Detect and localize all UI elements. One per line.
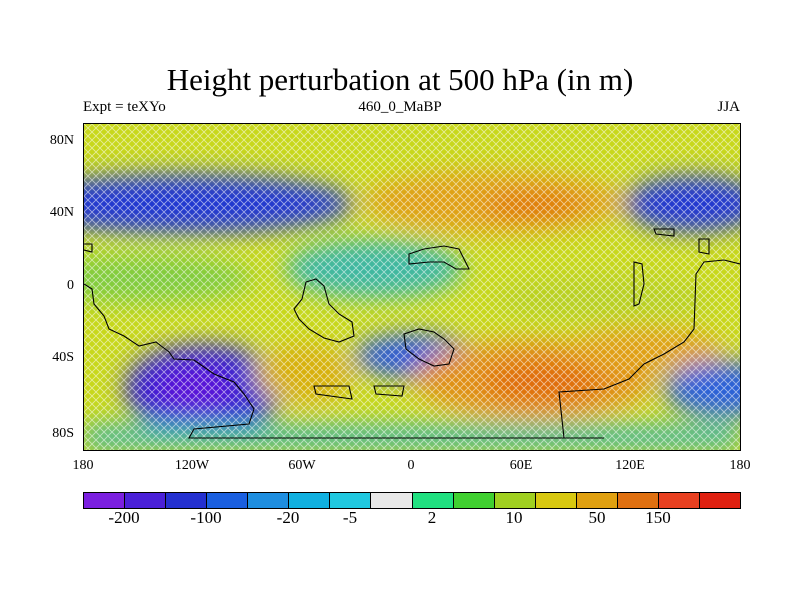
colorbar-label: 2: [427, 508, 437, 527]
lat-label-equator: 0: [67, 278, 74, 293]
lon-label-60e: 60E: [509, 458, 533, 473]
lat-label-40s: 40S: [52, 350, 74, 365]
lon-label-120e: 120E: [615, 458, 645, 473]
lat-label-80n: 80N: [49, 133, 74, 148]
map-plot-area: [83, 123, 741, 451]
lon-label-180e: 180: [729, 458, 751, 473]
map-title: Height perturbation at 500 hPa (in m): [166, 62, 634, 97]
colorbar-label: 150: [645, 508, 671, 527]
lat-label-80s: 80S: [52, 426, 74, 441]
colorbar-swatch: [166, 493, 208, 508]
colorbar-label: -5: [342, 508, 358, 527]
colorbar-swatch: [207, 493, 249, 508]
colorbar-label: -200: [108, 508, 140, 527]
colorbar-swatch: [576, 493, 618, 508]
colorbar-swatch: [453, 493, 495, 508]
colorbar-swatch: [371, 493, 413, 508]
lon-label-60w: 60W: [288, 458, 316, 473]
colorbar-swatch: [84, 493, 126, 508]
colorbar-swatch: [125, 493, 167, 508]
colorbar-swatch: [248, 493, 290, 508]
height-perturbation-field: [84, 124, 740, 450]
lon-label-180w: 180: [72, 458, 94, 473]
colorbar-label: 10: [505, 508, 523, 527]
lon-label-120w: 120W: [174, 458, 210, 473]
colorbar-swatch: [289, 493, 331, 508]
experiment-label: Expt = teXYo: [83, 99, 166, 115]
colorbar: [83, 492, 741, 509]
lat-label-40n: 40N: [49, 205, 74, 220]
colorbar-swatch: [412, 493, 454, 508]
colorbar-label: 50: [588, 508, 606, 527]
colorbar-swatch: [617, 493, 659, 508]
period-label: 460_0_MaBP: [358, 99, 442, 115]
lon-label-0: 0: [407, 458, 415, 473]
colorbar-swatch: [330, 493, 372, 508]
colorbar-swatch: [535, 493, 577, 508]
season-label: JJA: [717, 99, 740, 115]
colorbar-swatch: [494, 493, 536, 508]
colorbar-swatch: [658, 493, 700, 508]
colorbar-label: -20: [276, 508, 300, 527]
colorbar-swatch: [699, 493, 740, 508]
colorbar-label: -100: [190, 508, 222, 527]
